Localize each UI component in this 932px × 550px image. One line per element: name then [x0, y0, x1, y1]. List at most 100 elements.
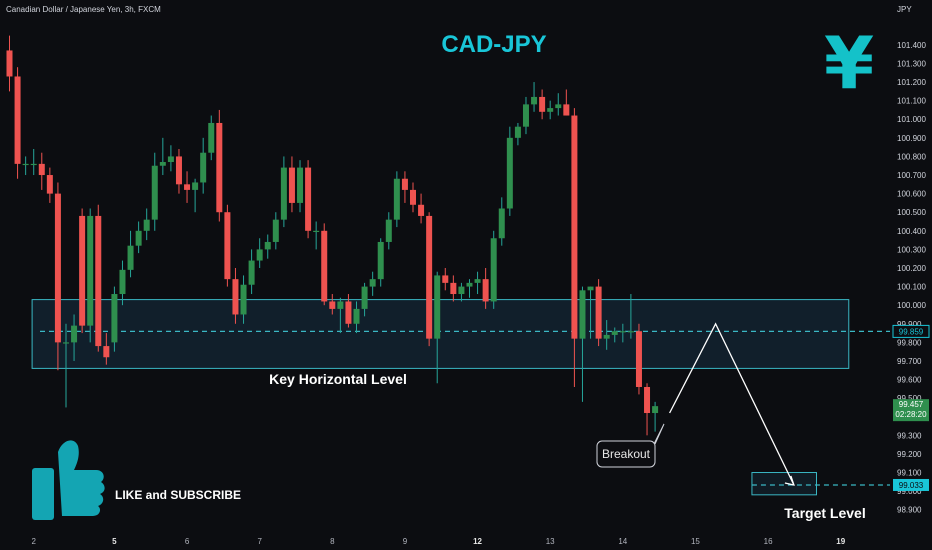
- candle[interactable]: [135, 221, 142, 254]
- candle[interactable]: [434, 271, 441, 384]
- candle[interactable]: [143, 208, 150, 241]
- candle[interactable]: [498, 197, 505, 246]
- candle-body: [224, 212, 231, 280]
- candle[interactable]: [22, 156, 29, 176]
- target-level-zone[interactable]: [751, 472, 817, 496]
- candle[interactable]: [506, 126, 513, 216]
- candle[interactable]: [62, 323, 69, 408]
- candle[interactable]: [119, 260, 126, 306]
- candle[interactable]: [579, 286, 586, 402]
- candle[interactable]: [450, 275, 457, 302]
- candle[interactable]: [353, 301, 360, 334]
- candle[interactable]: [539, 89, 546, 120]
- candle[interactable]: [587, 286, 594, 339]
- candle[interactable]: [531, 82, 538, 112]
- candle[interactable]: [644, 383, 651, 436]
- candle[interactable]: [200, 137, 207, 194]
- candle[interactable]: [288, 156, 295, 213]
- breakout-callout[interactable]: [596, 440, 656, 468]
- candle[interactable]: [280, 156, 287, 228]
- time-axis[interactable]: 2 5 6 7 8 9 12 13 14 15 16 19: [31, 537, 845, 546]
- candle-body: [522, 104, 529, 127]
- candle[interactable]: [393, 171, 400, 228]
- candle-body: [288, 167, 295, 203]
- candle[interactable]: [87, 208, 94, 343]
- candle[interactable]: [410, 182, 416, 213]
- candle[interactable]: [611, 327, 618, 343]
- candle[interactable]: [337, 297, 344, 334]
- candle[interactable]: [54, 182, 61, 371]
- candle[interactable]: [563, 89, 570, 116]
- candle[interactable]: [466, 279, 473, 298]
- candle[interactable]: [627, 294, 634, 339]
- candle[interactable]: [482, 267, 489, 309]
- candle[interactable]: [103, 333, 110, 365]
- candle[interactable]: [14, 67, 21, 179]
- candle-body: [167, 156, 174, 163]
- candle[interactable]: [159, 137, 166, 176]
- candle[interactable]: [79, 208, 86, 334]
- candle[interactable]: [571, 108, 578, 387]
- candle-body: [619, 331, 626, 333]
- candle-body: [264, 241, 271, 250]
- candle[interactable]: [514, 122, 521, 146]
- candle[interactable]: [240, 275, 247, 324]
- candle[interactable]: [127, 230, 134, 278]
- candle[interactable]: [6, 35, 13, 92]
- candle[interactable]: [418, 193, 425, 224]
- key-level-zone[interactable]: [31, 299, 850, 369]
- candle-body: [418, 204, 425, 216]
- price-axis[interactable]: 101.400 101.300 101.200 101.100 101.000 100.9…: [897, 41, 926, 515]
- candle[interactable]: [167, 145, 174, 172]
- candle-body: [248, 260, 255, 285]
- candle[interactable]: [369, 271, 376, 296]
- candle[interactable]: [232, 267, 239, 324]
- candle[interactable]: [184, 171, 191, 203]
- candle[interactable]: [151, 152, 158, 231]
- candle[interactable]: [329, 294, 336, 315]
- candle[interactable]: [361, 282, 368, 317]
- candle[interactable]: [385, 212, 392, 250]
- candle[interactable]: [46, 167, 53, 203]
- date-tick-label: 13: [546, 537, 555, 546]
- candle[interactable]: [30, 148, 37, 176]
- candle[interactable]: [272, 212, 279, 250]
- candle[interactable]: [264, 234, 271, 259]
- candle[interactable]: [490, 230, 497, 309]
- candle[interactable]: [635, 323, 642, 395]
- candle-body: [184, 184, 191, 190]
- candle[interactable]: [603, 320, 610, 350]
- candle[interactable]: [555, 93, 562, 116]
- candle[interactable]: [192, 178, 199, 213]
- candle[interactable]: [474, 271, 481, 295]
- candle[interactable]: [321, 223, 328, 306]
- candle[interactable]: [38, 152, 45, 190]
- candle[interactable]: [111, 286, 118, 352]
- candle[interactable]: [619, 323, 626, 343]
- candle[interactable]: [313, 221, 320, 250]
- candle-body: [377, 241, 384, 280]
- candle[interactable]: [208, 115, 215, 161]
- candle[interactable]: [175, 148, 182, 194]
- candle[interactable]: [71, 314, 78, 361]
- candle[interactable]: [652, 401, 659, 432]
- candle[interactable]: [377, 238, 384, 287]
- candle[interactable]: [458, 282, 465, 302]
- candle[interactable]: [442, 267, 449, 291]
- candle[interactable]: [224, 204, 231, 287]
- candle[interactable]: [426, 212, 433, 347]
- candle[interactable]: [95, 204, 102, 352]
- candle[interactable]: [305, 160, 312, 239]
- thumbs-up-icon[interactable]: [32, 440, 105, 520]
- candle[interactable]: [345, 294, 352, 328]
- candle[interactable]: [595, 279, 602, 347]
- candle[interactable]: [256, 238, 263, 268]
- candle[interactable]: [216, 109, 223, 222]
- candle[interactable]: [522, 96, 529, 135]
- candle[interactable]: [401, 171, 408, 203]
- candle[interactable]: [297, 160, 304, 213]
- price-tick-label: 101.300: [897, 59, 926, 68]
- candle[interactable]: [248, 249, 255, 295]
- candle[interactable]: [547, 100, 554, 120]
